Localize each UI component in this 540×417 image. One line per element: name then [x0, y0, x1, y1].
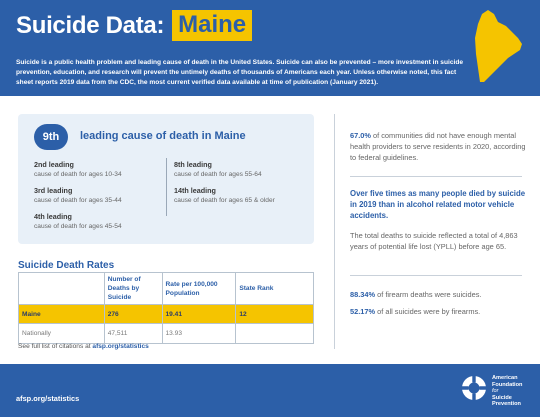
rank-item-ages-35-44: 3rd leading cause of death for ages 35-4… [34, 186, 122, 206]
stat-text: of communities did not have enough menta… [350, 131, 526, 162]
rank-item-ages-65-older: 14th leading cause of death for ages 65 … [174, 186, 275, 206]
rank-badge: 9th [34, 124, 68, 150]
rank-item-subtitle: cause of death for ages 65 & older [174, 197, 275, 204]
rank-item-ages-10-34: 2nd leading cause of death for ages 10-3… [34, 160, 122, 180]
table-cell: 276 [103, 304, 163, 324]
rank-divider [166, 158, 167, 216]
table-cell: 13.93 [161, 323, 237, 344]
stat-separator [350, 176, 522, 177]
table-cell [235, 323, 314, 344]
org-line: Foundation [492, 381, 523, 388]
stat-value: 67.0% [350, 131, 371, 140]
citation-note: See full list of citations at afsp.org/s… [18, 343, 149, 350]
stat-value: 88.34% [350, 290, 376, 299]
intro-paragraph: Suicide is a public health problem and l… [16, 59, 464, 86]
rank-item-ages-45-54: 4th leading cause of death for ages 45-5… [34, 212, 122, 232]
title-text: Suicide Data: [16, 11, 165, 39]
table-row-nationally: Nationally 47,511 13.93 [18, 323, 314, 344]
table-header-cell: State Rank [235, 272, 314, 305]
rank-item-title: 4th leading [34, 212, 72, 221]
stat-firearm-deaths: 88.34% of firearm deaths were suicides. [350, 289, 526, 300]
table-header-cell: Number of Deaths by Suicide [103, 272, 163, 305]
rank-item-title: 14th leading [174, 186, 216, 195]
stat-value: 52.17% [350, 307, 376, 316]
rank-item-title: 3rd leading [34, 186, 73, 195]
stat-text: of all suicides were by firearms. [375, 307, 481, 316]
table-cell: Nationally [18, 323, 105, 344]
stat-mental-health-providers: 67.0% of communities did not have enough… [350, 130, 526, 163]
footer-bar: afsp.org/statistics [0, 364, 540, 417]
stat-separator [350, 275, 522, 276]
death-rates-table: Number of Deaths by Suicide Rate per 100… [18, 272, 314, 344]
page-title: Suicide Data: Maine [16, 10, 253, 41]
citation-link[interactable]: afsp.org/statistics [92, 343, 149, 350]
stat-text: of firearm deaths were suicides. [375, 290, 482, 299]
table-header-cell: Rate per 100,000 Population [161, 272, 237, 305]
maine-map-icon [475, 10, 522, 82]
rank-item-subtitle: cause of death for ages 55-64 [174, 171, 262, 178]
table-cell: 47,511 [103, 323, 163, 344]
lifebuoy-icon [462, 376, 486, 400]
stat-ypll: The total deaths to suicide reflected a … [350, 231, 518, 251]
rank-item-ages-55-64: 8th leading cause of death for ages 55-6… [174, 160, 262, 180]
stat-firearm-suicides: 52.17% of all suicides were by firearms. [350, 306, 526, 317]
column-divider [334, 114, 335, 349]
footer-url-link[interactable]: afsp.org/statistics [16, 394, 80, 403]
org-line: American [492, 375, 518, 381]
table-header-row: Number of Deaths by Suicide Rate per 100… [18, 272, 314, 305]
rank-item-title: 8th leading [174, 160, 212, 169]
table-cell: 12 [235, 304, 314, 324]
leading-cause-card: 9th leading cause of death in Maine 2nd … [18, 114, 314, 244]
header-banner: Suicide Data: Maine Suicide is a public … [0, 0, 540, 96]
table-header-cell [18, 272, 105, 305]
org-line: for [492, 388, 499, 395]
rates-title: Suicide Death Rates [18, 260, 115, 271]
stat-alcohol-comparison: Over five times as many people died by s… [350, 189, 526, 220]
table-row-maine: Maine 276 19.41 12 [18, 304, 314, 324]
rank-item-subtitle: cause of death for ages 10-34 [34, 171, 122, 178]
rank-item-subtitle: cause of death for ages 45-54 [34, 223, 122, 230]
state-name-badge: Maine [172, 10, 253, 41]
rank-item-subtitle: cause of death for ages 35-44 [34, 197, 122, 204]
rank-item-title: 2nd leading [34, 160, 74, 169]
rank-label: leading cause of death in Maine [80, 130, 246, 142]
citation-prefix: See full list of citations at [18, 343, 93, 350]
table-cell: Maine [18, 304, 105, 324]
table-cell: 19.41 [161, 304, 237, 324]
org-line: Prevention [492, 401, 521, 408]
org-line: Suicide [492, 394, 512, 401]
footer-org-name: American Foundation for Suicide Preventi… [492, 375, 536, 408]
